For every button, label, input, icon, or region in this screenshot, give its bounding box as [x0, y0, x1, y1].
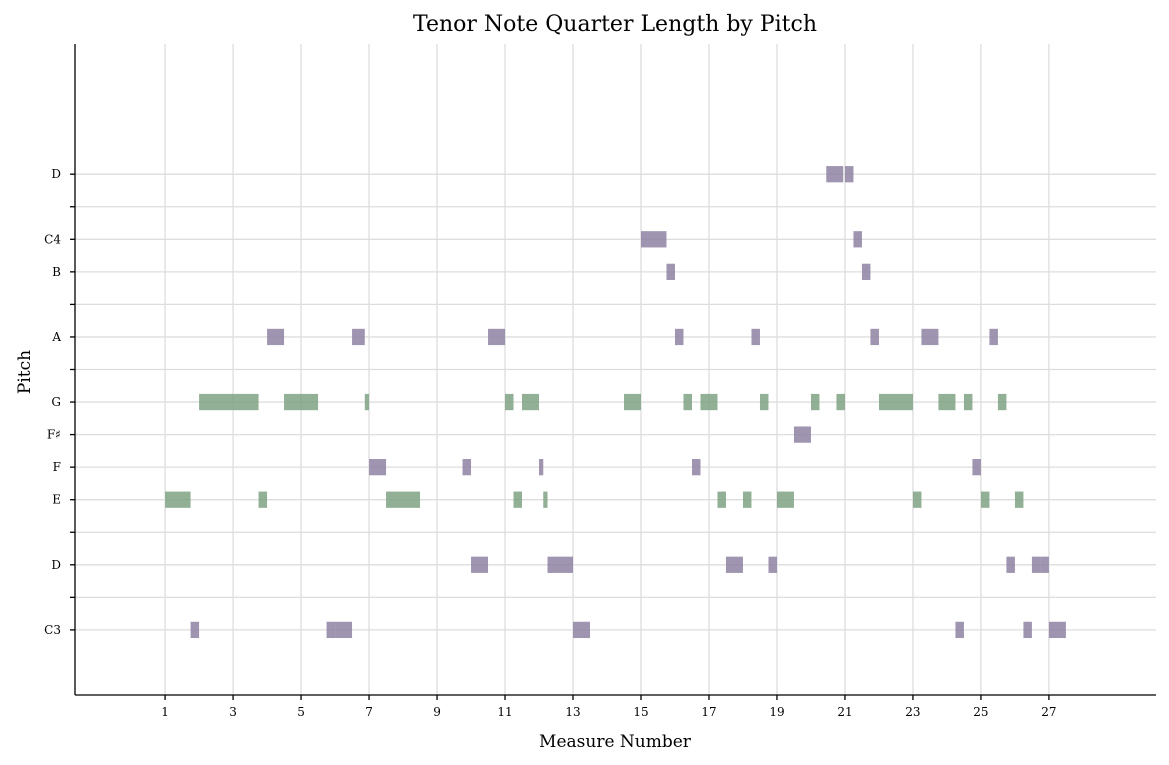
note-bar — [258, 491, 268, 508]
note-bar — [386, 491, 421, 508]
note-bar — [836, 393, 845, 411]
x-tick-label: 21 — [837, 705, 852, 719]
x-tick-label: 25 — [973, 705, 988, 719]
x-tick-label: 11 — [497, 705, 512, 719]
note-bar — [623, 393, 641, 411]
note-bar — [267, 328, 285, 346]
note-bar — [199, 393, 259, 411]
note-bar — [861, 263, 871, 280]
note-bar — [462, 459, 472, 476]
note-bar — [352, 328, 365, 346]
note-bar — [768, 556, 777, 573]
y-tick-label: D — [51, 558, 61, 572]
x-tick-label: 23 — [905, 705, 920, 719]
note-bar — [1048, 621, 1066, 639]
note-bar — [793, 426, 811, 443]
note-bar — [878, 393, 913, 411]
note-bar — [691, 459, 701, 476]
x-tick-label: 19 — [769, 705, 784, 719]
x-ticks: 1 3 5 7 9 11 13 15 17 19 21 23 25 27 — [161, 695, 1057, 719]
note-bar — [522, 393, 540, 411]
y-tick-label: A — [51, 330, 61, 344]
x-tick-label: 9 — [433, 705, 441, 719]
note-bar — [700, 393, 718, 411]
note-bar — [683, 393, 692, 411]
note-bar — [751, 328, 760, 346]
note-bar — [938, 393, 956, 411]
note-bar — [912, 491, 922, 508]
x-tick-label: 15 — [633, 705, 648, 719]
y-tick-label: E — [52, 493, 61, 507]
y-tick-label: F — [53, 460, 61, 474]
note-bar — [666, 263, 675, 280]
note-bar — [513, 491, 523, 508]
note-bar — [539, 459, 544, 476]
note-bar — [1014, 491, 1024, 508]
grid — [75, 44, 1156, 695]
note-bar — [725, 556, 743, 573]
note-bar — [1031, 556, 1041, 573]
y-tick-label: C4 — [44, 232, 61, 246]
y-tick-label: B — [52, 265, 61, 279]
y-tick-label: G — [51, 395, 61, 409]
note-bar — [759, 393, 769, 411]
chart-title: Tenor Note Quarter Length by Pitch — [413, 12, 817, 37]
y-tick-label: C3 — [44, 623, 61, 637]
note-bar — [547, 556, 557, 573]
note-bar — [190, 621, 200, 639]
note-bar — [505, 393, 514, 411]
note-bar — [573, 621, 591, 639]
y-axis-label: Pitch — [15, 350, 35, 394]
note-bar — [980, 491, 990, 508]
note-bar — [997, 393, 1007, 411]
note-bar — [810, 393, 820, 411]
note-bars — [165, 166, 1066, 639]
note-bar — [369, 459, 387, 476]
note-bar — [742, 491, 752, 508]
note-bar — [870, 328, 879, 346]
note-bar — [488, 328, 506, 346]
note-bar — [674, 328, 684, 346]
x-tick-label: 7 — [365, 705, 373, 719]
note-bar — [1040, 556, 1049, 573]
note-bar — [853, 231, 862, 248]
x-tick-label: 17 — [701, 705, 716, 719]
note-bar — [284, 393, 319, 411]
x-tick-label: 1 — [161, 705, 169, 719]
note-bar — [165, 491, 191, 508]
note-bar — [844, 166, 854, 183]
note-bar — [640, 231, 667, 248]
note-bar — [556, 556, 574, 573]
note-bar — [921, 328, 939, 346]
y-tick-label: D — [51, 167, 61, 181]
note-bar — [471, 556, 489, 573]
x-axis-label: Measure Number — [539, 732, 692, 752]
note-bar — [543, 491, 548, 508]
note-bar — [326, 621, 336, 639]
x-tick-label: 5 — [297, 705, 305, 719]
note-bar — [776, 491, 794, 508]
y-ticks: C3 D E F F♯ G A B C4 D — [44, 167, 75, 637]
y-tick-label: F♯ — [47, 428, 61, 442]
x-tick-label: 3 — [229, 705, 237, 719]
note-bar — [989, 328, 998, 346]
x-tick-label: 13 — [565, 705, 580, 719]
note-bar — [972, 459, 981, 476]
note-bar — [364, 393, 370, 411]
note-bar — [826, 166, 844, 183]
note-bar — [717, 491, 726, 508]
note-bar — [1023, 621, 1032, 639]
x-tick-label: 27 — [1041, 705, 1056, 719]
note-bar — [1006, 556, 1015, 573]
note-bar — [335, 621, 353, 639]
note-bar — [955, 621, 964, 639]
note-bar — [963, 393, 973, 411]
